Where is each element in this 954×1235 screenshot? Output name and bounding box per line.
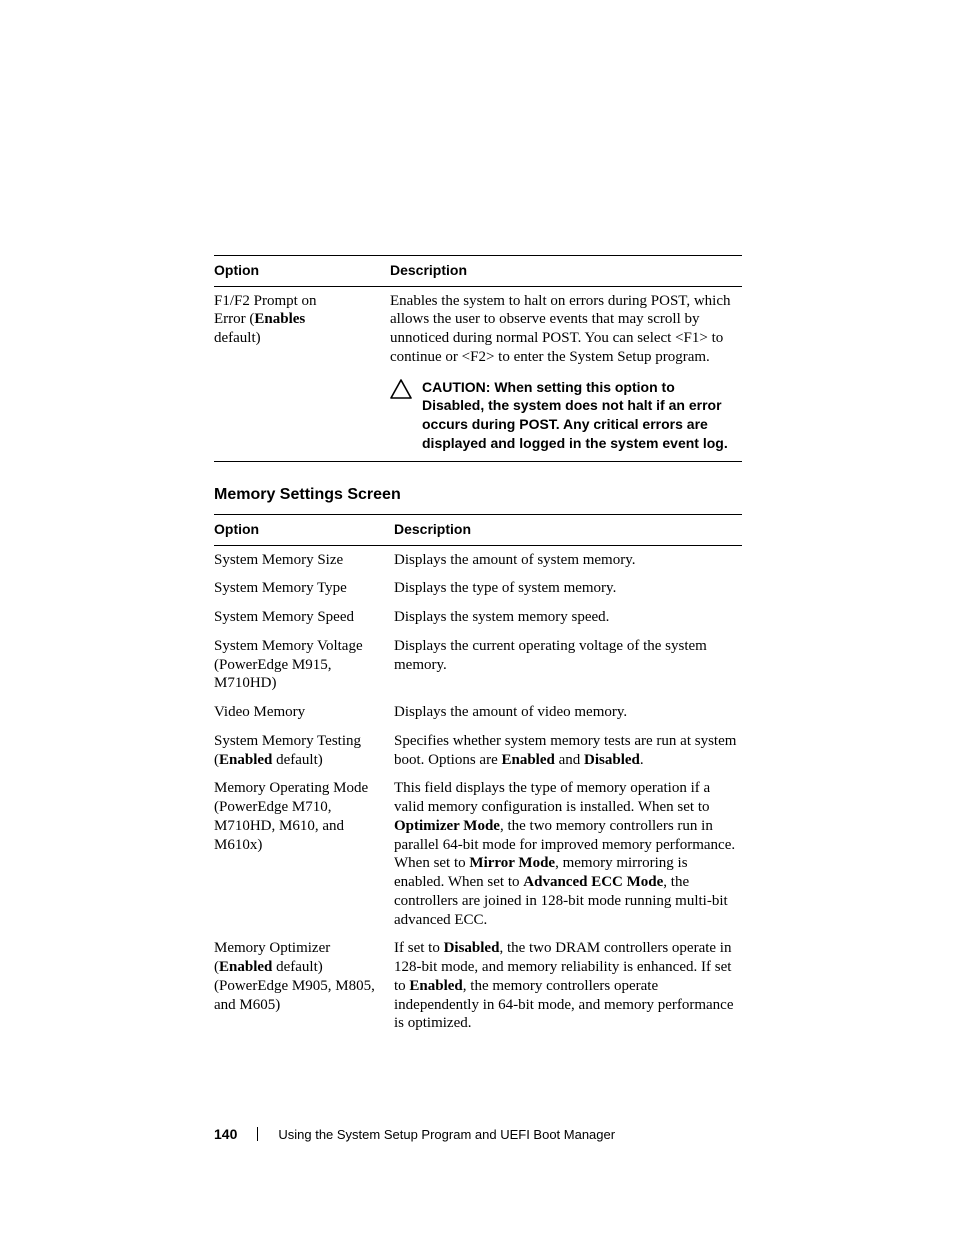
caution-icon (390, 379, 412, 404)
text: default) (272, 959, 322, 975)
table1-head-option: Option (214, 256, 390, 287)
table2-row-4: System Memory Voltage (PowerEdge M915, M… (214, 632, 742, 698)
table2-row-5: Video Memory Displays the amount of vide… (214, 698, 742, 727)
text: If set to (394, 940, 444, 956)
desc: If set to Disabled, the two DRAM control… (394, 934, 742, 1038)
opt: Video Memory (214, 698, 394, 727)
text: and (555, 752, 584, 768)
text: default) (214, 330, 261, 346)
text: (PowerEdge M905, M805, and M605) (214, 978, 375, 1013)
chapter-title: Using the System Setup Program and UEFI … (278, 1127, 615, 1142)
text-bold: Advanced ECC Mode (523, 874, 663, 890)
table1-row1-desc: Enables the system to halt on errors dur… (390, 286, 742, 372)
text-bold: Enabled (219, 959, 272, 975)
caution-block: CAUTION: When setting this option to Dis… (390, 378, 738, 454)
text-bold: Optimizer Mode (394, 818, 500, 834)
opt: System Memory Type (214, 574, 394, 603)
text-bold: Disabled (584, 752, 640, 768)
opt: Memory Operating Mode (PowerEdge M710, M… (214, 774, 394, 934)
text-bold: Disabled (444, 940, 500, 956)
opt: System Memory Speed (214, 603, 394, 632)
table2-row-7: Memory Operating Mode (PowerEdge M710, M… (214, 774, 742, 934)
page-footer: 140 Using the System Setup Program and U… (214, 1126, 742, 1142)
opt: System Memory Size (214, 545, 394, 574)
text: default) (272, 752, 322, 768)
text-bold: Enabled (409, 978, 462, 994)
table2-head-option: Option (214, 515, 394, 546)
desc: Displays the current operating voltage o… (394, 632, 742, 698)
footer-divider (257, 1127, 258, 1141)
text-bold: Enabled (501, 752, 554, 768)
table2-row-6: System Memory Testing (Enabled default) … (214, 727, 742, 775)
desc: This field displays the type of memory o… (394, 774, 742, 934)
text: . (640, 752, 644, 768)
opt: System Memory Testing (Enabled default) (214, 727, 394, 775)
document-page: Option Description F1/F2 Prompt on Error… (0, 0, 954, 1142)
table1-head-desc: Description (390, 256, 742, 287)
page-number: 140 (214, 1126, 237, 1142)
table2-row-1: System Memory Size Displays the amount o… (214, 545, 742, 574)
table1-row-1: F1/F2 Prompt on Error (Enables default) … (214, 286, 742, 372)
text-bold: Mirror Mode (469, 855, 555, 871)
table2-row-8: Memory Optimizer (Enabled default) (Powe… (214, 934, 742, 1038)
text-bold: Enables (254, 311, 305, 327)
caution-label: CAUTION: (422, 379, 490, 395)
opt: System Memory Voltage (PowerEdge M915, M… (214, 632, 394, 698)
desc: Displays the amount of video memory. (394, 698, 742, 727)
options-table-1: Option Description F1/F2 Prompt on Error… (214, 255, 742, 462)
text-bold: Enabled (219, 752, 272, 768)
text: System Memory Testing (214, 733, 361, 749)
table1-row1-option: F1/F2 Prompt on Error (Enables default) (214, 286, 390, 372)
section-title-memory-settings: Memory Settings Screen (214, 486, 742, 504)
table2-head-desc: Description (394, 515, 742, 546)
opt: Memory Optimizer (Enabled default) (Powe… (214, 934, 394, 1038)
desc: Displays the type of system memory. (394, 574, 742, 603)
table2-row-3: System Memory Speed Displays the system … (214, 603, 742, 632)
options-table-2: Option Description System Memory Size Di… (214, 514, 742, 1038)
desc: Displays the amount of system memory. (394, 545, 742, 574)
text: This field displays the type of memory o… (394, 780, 710, 815)
desc: Specifies whether system memory tests ar… (394, 727, 742, 775)
table2-row-2: System Memory Type Displays the type of … (214, 574, 742, 603)
text: Memory Optimizer (214, 940, 330, 956)
text: F1/F2 Prompt on (214, 293, 317, 309)
desc: Displays the system memory speed. (394, 603, 742, 632)
caution-text: CAUTION: When setting this option to Dis… (422, 378, 738, 454)
table1-caution-row: CAUTION: When setting this option to Dis… (214, 372, 742, 462)
text: Error ( (214, 311, 254, 327)
